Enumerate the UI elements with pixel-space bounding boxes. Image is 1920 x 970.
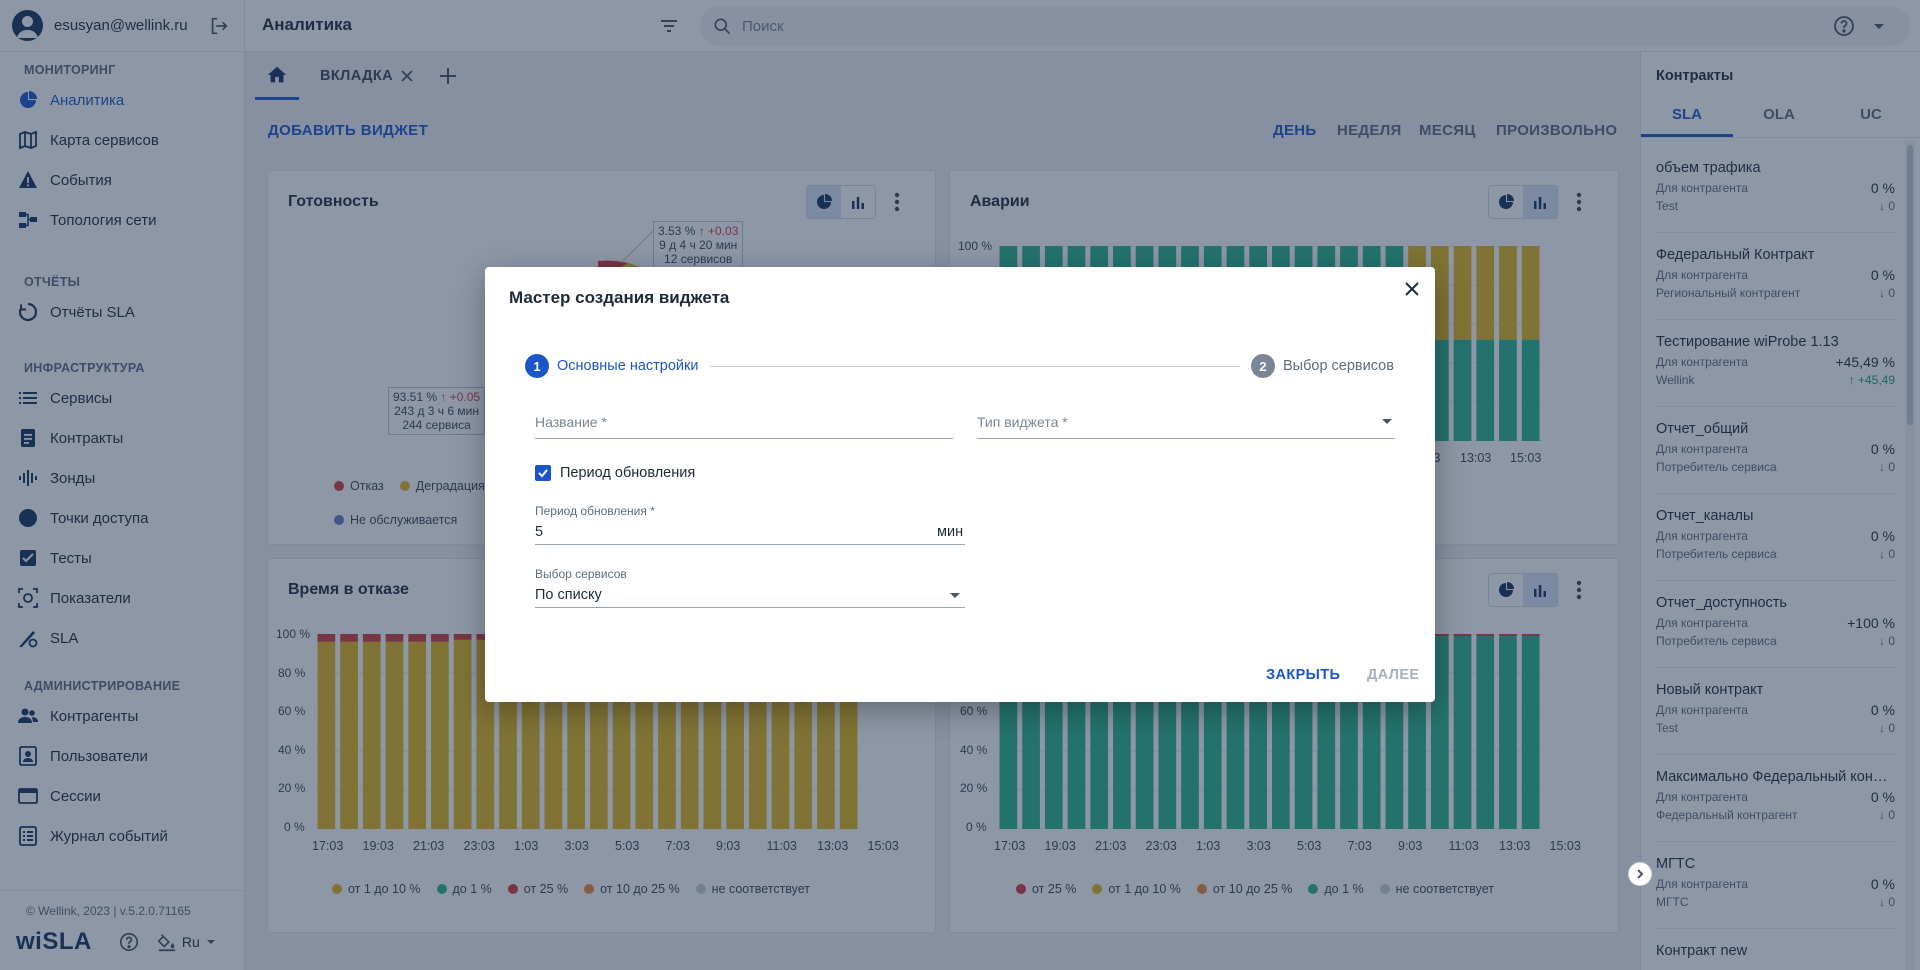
chevron-down-icon	[1382, 419, 1392, 424]
refresh-period-label: Период обновления *	[535, 504, 655, 518]
step-label: Основные настройки	[557, 358, 699, 374]
widget-type-select[interactable]: Тип виджета *	[977, 407, 1395, 439]
close-icon[interactable]	[1400, 277, 1424, 301]
step-2: 2 Выбор сервисов	[1251, 354, 1394, 378]
chevron-down-icon	[950, 593, 960, 598]
services-select-value: По списку	[535, 587, 602, 603]
collapse-panel-button[interactable]	[1628, 862, 1652, 886]
step-number: 1	[525, 354, 549, 378]
checkbox-checked[interactable]	[535, 465, 551, 481]
name-field[interactable]: Название *	[535, 407, 953, 439]
services-select[interactable]: Выбор сервисов По списку	[535, 567, 965, 608]
stepper-connector	[710, 366, 1240, 367]
refresh-period-unit: мин	[937, 524, 964, 540]
step-label: Выбор сервисов	[1283, 358, 1394, 374]
close-button[interactable]: ЗАКРЫТЬ	[1266, 667, 1341, 683]
widget-type-label: Тип виджета *	[977, 414, 1068, 430]
widget-wizard-dialog: Мастер создания виджета 1 Основные настр…	[485, 267, 1435, 702]
name-field-label: Название *	[535, 414, 607, 430]
dialog-title: Мастер создания виджета	[509, 288, 730, 307]
refresh-checkbox-label: Период обновления	[560, 465, 696, 481]
chevron-right-icon	[1637, 869, 1644, 879]
services-select-label: Выбор сервисов	[535, 567, 627, 581]
step-number: 2	[1251, 354, 1275, 378]
refresh-checkbox-row[interactable]: Период обновления	[535, 465, 695, 481]
refresh-period-field[interactable]: Период обновления * 5 мин	[535, 504, 965, 545]
refresh-period-value[interactable]: 5	[535, 524, 544, 540]
check-icon	[538, 469, 548, 478]
next-button[interactable]: ДАЛЕЕ	[1367, 667, 1420, 683]
step-1: 1 Основные настройки	[525, 354, 698, 378]
